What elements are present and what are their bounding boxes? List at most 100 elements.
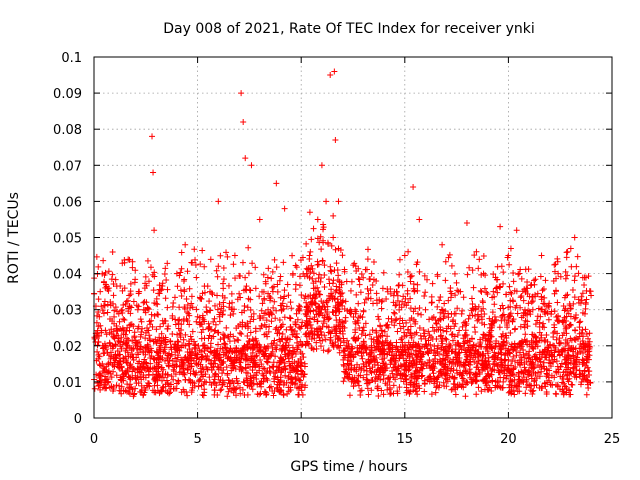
data-point xyxy=(541,294,548,301)
data-point xyxy=(429,280,436,287)
data-point xyxy=(408,334,415,341)
data-point xyxy=(215,341,222,348)
data-point xyxy=(532,293,539,300)
data-point xyxy=(506,283,513,290)
data-point xyxy=(247,306,254,313)
data-point xyxy=(481,377,488,384)
data-point xyxy=(104,309,111,316)
data-point xyxy=(360,374,367,381)
data-point xyxy=(308,344,315,351)
data-point xyxy=(339,252,346,259)
data-point xyxy=(390,382,397,389)
data-point xyxy=(543,390,550,397)
data-point xyxy=(273,180,280,187)
data-point xyxy=(225,388,232,395)
data-point xyxy=(286,347,293,354)
data-point xyxy=(348,278,355,285)
data-point xyxy=(551,321,558,328)
data-point xyxy=(313,345,320,352)
data-point xyxy=(507,378,514,385)
data-point xyxy=(153,356,160,363)
data-point xyxy=(338,279,345,286)
data-point xyxy=(111,334,118,341)
data-point xyxy=(167,352,174,359)
data-point xyxy=(282,365,289,372)
data-point xyxy=(130,298,137,305)
data-point xyxy=(302,342,309,349)
data-point xyxy=(276,364,283,371)
data-point xyxy=(102,284,109,291)
data-point xyxy=(494,362,501,369)
data-point xyxy=(198,335,205,342)
data-point xyxy=(175,352,182,359)
data-point xyxy=(220,276,227,283)
data-point xyxy=(201,386,208,393)
data-point xyxy=(412,383,419,390)
data-point xyxy=(160,335,167,342)
data-point xyxy=(438,306,445,313)
data-point xyxy=(352,337,359,344)
data-point xyxy=(251,353,258,360)
data-point xyxy=(560,390,567,397)
data-point xyxy=(173,345,180,352)
data-point xyxy=(551,268,558,275)
data-point xyxy=(418,365,425,372)
data-point xyxy=(452,391,459,398)
data-point xyxy=(362,296,369,303)
data-point xyxy=(450,380,457,387)
data-point xyxy=(396,349,403,356)
data-point xyxy=(360,324,367,331)
data-point xyxy=(323,198,330,205)
data-point xyxy=(410,308,417,315)
data-point xyxy=(525,307,532,314)
data-point xyxy=(211,328,218,335)
data-point xyxy=(242,364,249,371)
data-point xyxy=(265,290,272,297)
data-point xyxy=(534,290,541,297)
data-point xyxy=(462,333,469,340)
data-point xyxy=(473,342,480,349)
data-point xyxy=(473,391,480,398)
data-point xyxy=(454,339,461,346)
data-point xyxy=(196,377,203,384)
data-point xyxy=(333,260,340,267)
data-point xyxy=(153,295,160,302)
data-point xyxy=(228,290,235,297)
data-point xyxy=(199,290,206,297)
data-point xyxy=(511,357,518,364)
data-point xyxy=(390,356,397,363)
data-point xyxy=(177,334,184,341)
data-point xyxy=(108,374,115,381)
data-point xyxy=(513,227,520,234)
data-point xyxy=(547,363,554,370)
data-point xyxy=(405,248,412,255)
data-point xyxy=(220,307,227,314)
data-point xyxy=(551,308,558,315)
data-point xyxy=(502,350,509,357)
data-point xyxy=(513,352,520,359)
data-point xyxy=(310,308,317,315)
data-point xyxy=(360,274,367,281)
data-point xyxy=(241,307,248,314)
data-point xyxy=(239,259,246,266)
data-point xyxy=(321,283,328,290)
data-point xyxy=(124,324,131,331)
data-point xyxy=(184,357,191,364)
data-point xyxy=(412,320,419,327)
data-point xyxy=(451,310,458,317)
data-point xyxy=(339,302,346,309)
data-point xyxy=(355,276,362,283)
data-point xyxy=(507,330,514,337)
data-point xyxy=(102,342,109,349)
data-point xyxy=(294,384,301,391)
data-point xyxy=(318,306,325,313)
data-point xyxy=(503,372,510,379)
data-point xyxy=(486,315,493,322)
data-point xyxy=(186,346,193,353)
data-point xyxy=(245,295,252,302)
data-point xyxy=(325,347,332,354)
data-point xyxy=(250,310,257,317)
data-point xyxy=(164,380,171,387)
data-point xyxy=(176,304,183,311)
data-point xyxy=(293,310,300,317)
